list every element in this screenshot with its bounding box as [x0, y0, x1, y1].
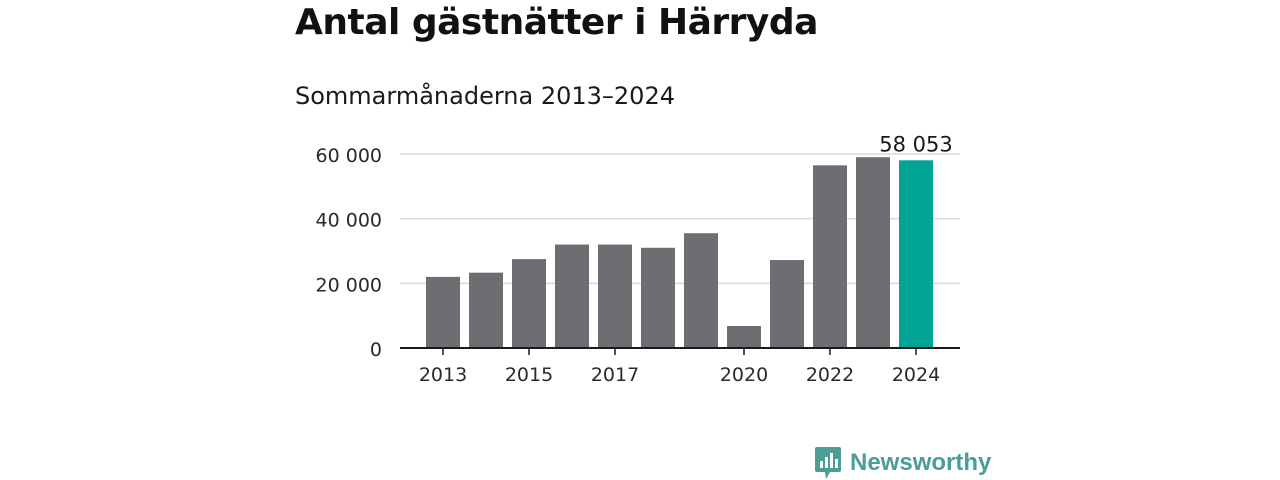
y-tick-label: 60 000: [316, 145, 382, 167]
x-tick-label: 2017: [591, 364, 639, 386]
bar-2016: [555, 244, 589, 348]
data-label-highlight: 58 053: [879, 132, 952, 156]
y-tick-label: 40 000: [316, 210, 382, 232]
bar-2019: [684, 233, 718, 348]
y-tick-label: 0: [370, 339, 382, 361]
bar-2013: [426, 276, 460, 348]
x-tick-label: 2013: [419, 364, 467, 386]
chart-title: Antal gästnätter i Härryda: [295, 2, 818, 43]
bar-2024: [899, 160, 933, 348]
x-tick-label: 2024: [892, 364, 940, 386]
y-axis-ticks: 0 20 000 40 000 60 000: [316, 145, 382, 361]
bar-2018: [641, 247, 675, 348]
x-tick-label: 2015: [505, 364, 553, 386]
chart-subtitle: Sommarmånaderna 2013–2024: [295, 82, 675, 110]
bar-2023: [856, 157, 890, 348]
newsworthy-logo-icon: [815, 447, 841, 479]
bar-2014: [469, 272, 503, 348]
x-axis-ticks: 2013 2015 2017 2020 2022 2024: [419, 348, 940, 386]
bar-2021: [770, 260, 804, 348]
brand: Newsworthy: [814, 446, 991, 480]
bar-2022: [813, 165, 847, 348]
bar-2020: [727, 326, 761, 348]
bar-2017: [598, 244, 632, 348]
brand-name: Newsworthy: [850, 449, 992, 476]
y-tick-label: 20 000: [316, 274, 382, 296]
data-labels: 58 053: [879, 132, 952, 156]
bars: [426, 157, 933, 348]
x-tick-label: 2022: [806, 364, 854, 386]
bar-2015: [512, 259, 546, 348]
x-tick-label: 2020: [720, 364, 768, 386]
